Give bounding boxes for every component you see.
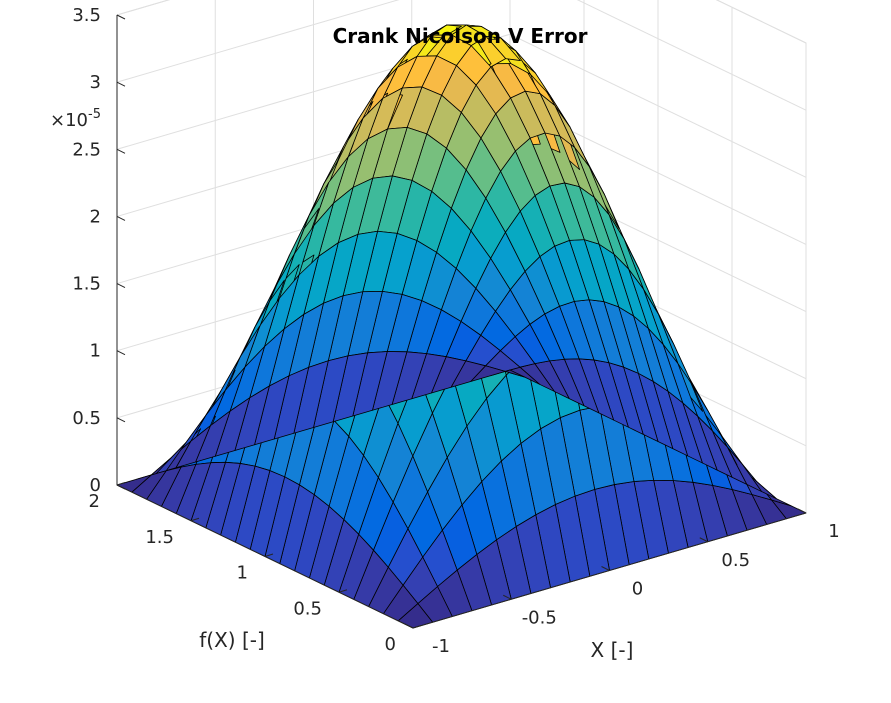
z-tick-label-3: 1.5 — [72, 274, 101, 295]
y-tick-label-4: 2 — [89, 491, 100, 512]
z-tick-2 — [116, 350, 126, 356]
z-tick-3 — [116, 283, 126, 289]
x-tick-2 — [601, 566, 610, 571]
z-tick-label-1: 0.5 — [72, 408, 101, 429]
y-tick-0 — [412, 625, 422, 629]
x-tick-label-1: -0.5 — [522, 607, 557, 628]
y-tick-2 — [264, 553, 274, 557]
z-tick-label-2: 1 — [90, 341, 101, 362]
x-tick-0 — [404, 623, 414, 629]
z-tick-0 — [116, 484, 126, 490]
z-tick-7 — [116, 14, 126, 20]
z-tick-label-0: 0 — [90, 475, 101, 496]
x-axis-label: X [-] — [591, 638, 634, 662]
grid-line-z-5 — [116, 33, 807, 178]
z-tick-5 — [116, 148, 126, 154]
chart-title: Crank Nicolson V Error — [333, 24, 588, 48]
z-tick-label-7: 3.5 — [72, 5, 101, 26]
svg-text:×10-5: ×10-5 — [50, 107, 101, 131]
x-tick-label-2: 0 — [632, 579, 643, 600]
y-tick-label-0: 0 — [385, 634, 396, 655]
z-tick-6 — [116, 81, 126, 87]
z-exponent-base: ×10 — [50, 110, 88, 131]
y-tick-label-1: 0.5 — [293, 598, 322, 619]
z-exponent-label: ×10-5 — [50, 107, 101, 131]
x-tick-4 — [797, 508, 807, 514]
grid-line-z-6 — [116, 0, 807, 111]
z-exponent-power: -5 — [88, 107, 101, 122]
surface-mesh — [116, 24, 807, 629]
y-tick-1 — [338, 589, 348, 593]
z-tick-label-4: 2 — [90, 206, 101, 227]
z-tick-label-5: 2.5 — [72, 139, 101, 160]
x-tick-label-0: -1 — [432, 636, 450, 657]
y-tick-4 — [116, 482, 126, 486]
z-tick-4 — [116, 215, 126, 221]
x-tick-label-3: 0.5 — [721, 550, 750, 571]
x-tick-label-4: 1 — [828, 521, 839, 542]
z-tick-1 — [116, 417, 126, 423]
y-tick-3 — [190, 517, 200, 522]
y-axis-label: f(X) [-] — [199, 628, 265, 652]
x-tick-1 — [503, 594, 512, 600]
y-tick-label-3: 1.5 — [145, 527, 174, 548]
z-tick-label-6: 3 — [90, 72, 101, 93]
x-tick-3 — [699, 537, 708, 543]
y-tick-label-2: 1 — [237, 563, 248, 584]
